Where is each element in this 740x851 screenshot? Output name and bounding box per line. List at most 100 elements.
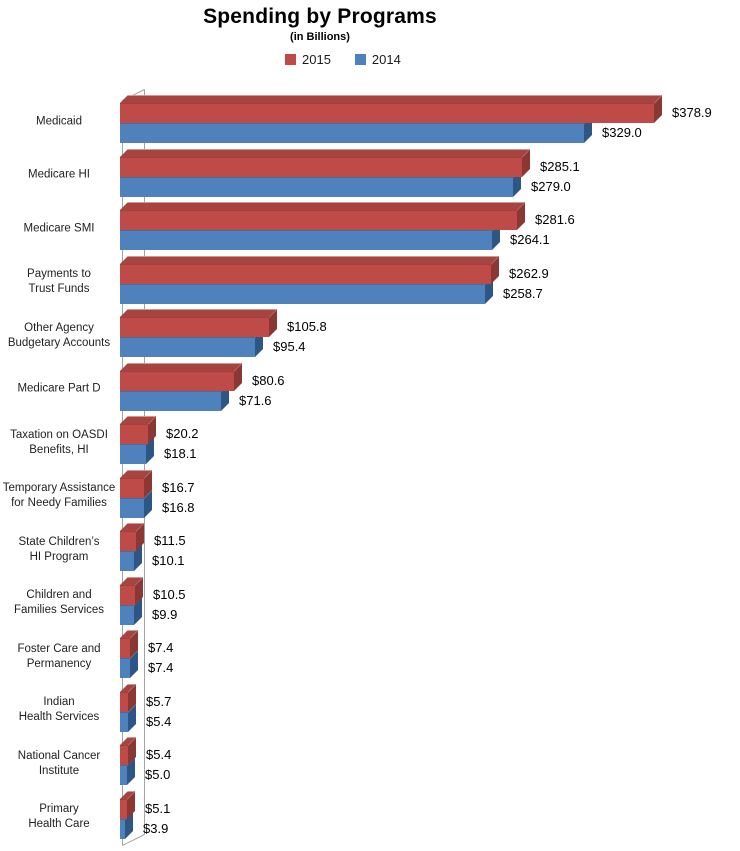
bar-front-face [120, 424, 148, 444]
bar-front-face [120, 317, 269, 337]
value-label-2015: $7.4 [148, 640, 174, 655]
bar-front-face [120, 176, 513, 197]
bar-top-face [120, 362, 242, 371]
bar-front-face [120, 123, 584, 143]
chart-row: Payments to Trust Funds $262.9 $258.7 [0, 255, 740, 310]
value-label-2014: $18.1 [164, 446, 197, 461]
bar-front-face [120, 531, 136, 551]
category-label: Medicare Part D [17, 382, 101, 395]
value-label-2015: $5.4 [146, 747, 172, 762]
bar-front-face [120, 584, 135, 605]
bar-front-face [120, 745, 128, 765]
value-label-2014: $95.4 [273, 339, 306, 354]
bar-front-face [120, 370, 234, 391]
bar-front-face [120, 156, 522, 177]
chart-subtitle: (in Billions) [290, 31, 350, 43]
value-label-2014: $16.8 [162, 499, 195, 515]
bar-front-face [120, 230, 492, 250]
chart-row: Primary Health Care $5.1 $3.9 [0, 790, 740, 845]
value-label-2014: $3.9 [143, 820, 169, 836]
bar-front-face [120, 604, 134, 625]
legend-swatch-2014 [354, 54, 366, 65]
bar-top-face [120, 95, 662, 103]
bar-front-face [120, 765, 127, 785]
chart-row: Temporary Assistance for Needy Families $… [0, 469, 740, 524]
bar-top-face [120, 309, 277, 317]
value-label-2015: $11.5 [154, 533, 186, 548]
value-label-2015: $5.1 [145, 800, 171, 816]
category-label: State Children’s HI Program [18, 535, 100, 563]
chart-row: State Children’s HI Program $11.5 $10.1 [0, 523, 740, 577]
value-label-2015: $285.1 [540, 158, 580, 174]
bar-front-face [120, 477, 144, 498]
bar-front-face [120, 658, 130, 678]
value-label-2014: $258.7 [503, 285, 543, 301]
bar-top-face [120, 202, 525, 210]
category-label: Medicare SMI [23, 222, 95, 235]
chart-row: Indian Health Services $5.7 $5.4 [0, 683, 740, 738]
value-label-2015: $378.9 [672, 105, 712, 120]
value-label-2015: $20.2 [166, 426, 199, 441]
category-label: Children and Families Services [13, 589, 105, 617]
chart-row: Medicare Part D $80.6 $71.6 [0, 362, 740, 417]
legend-item-2015[interactable]: 2015 [285, 52, 331, 67]
value-label-2014: $329.0 [602, 125, 642, 140]
value-label-2015: $262.9 [509, 265, 549, 281]
chart-row: Foster Care and Permanency $7.4 $7.4 [0, 630, 740, 684]
category-label: Foster Care and Permanency [17, 642, 101, 670]
value-label-2015: $5.7 [146, 693, 172, 709]
value-label-2014: $10.1 [152, 553, 185, 568]
category-label: Taxation on OASDI Benefits, HI [10, 428, 108, 456]
bar-front-face [120, 444, 146, 464]
chart-row: Children and Families Services $10.5 $9.9 [0, 576, 740, 631]
legend-item-2014[interactable]: 2014 [354, 52, 401, 67]
bar-front-face [120, 497, 144, 518]
category-label: Other Agency Budgetary Accounts [7, 321, 111, 349]
bar-front-face [120, 283, 485, 304]
legend-label-2014: 2014 [371, 52, 401, 67]
chart-row: Medicare SMI $281.6 $264.1 [0, 202, 740, 256]
category-label: Medicare HI [28, 168, 90, 181]
category-label: Indian Health Services [18, 696, 100, 724]
category-label: Payments to Trust Funds [27, 268, 91, 296]
chart-row: Other Agency Budgetary Accounts $105.8 $95… [0, 309, 740, 363]
bar-front-face [120, 390, 221, 411]
bar-top-face [120, 255, 499, 264]
chart-row: Medicaid $378.9 $329.0 [0, 95, 740, 149]
bar-front-face [120, 551, 134, 571]
legend: 2015 2014 [285, 52, 401, 67]
chart-row: National Cancer Institute $5.4 $5.0 [0, 737, 740, 791]
bar-front-face [120, 103, 654, 123]
value-label-2015: $281.6 [535, 212, 575, 227]
value-label-2015: $10.5 [153, 586, 186, 602]
value-label-2014: $5.0 [145, 767, 171, 782]
bar-front-face [120, 711, 128, 732]
category-label: National Cancer Institute [17, 749, 101, 777]
bar-front-face [120, 638, 130, 658]
category-label: Primary Health Care [28, 803, 90, 831]
value-label-2014: $264.1 [510, 232, 550, 247]
category-label: Temporary Assistance for Needy Families [2, 482, 116, 510]
chart-title: Spending by Programs [203, 5, 437, 28]
plot-area: Medicaid $378.9 $329.0 Medicare HI $285.1 $27… [0, 95, 740, 844]
bar-top-face [120, 148, 530, 157]
chart-row: Medicare HI $285.1 $279.0 [0, 148, 740, 203]
category-label: Medicaid [35, 115, 83, 128]
chart-row: Taxation on OASDI Benefits, HI $20.2 $18.1 [0, 416, 740, 470]
value-label-2015: $16.7 [162, 479, 195, 495]
value-label-2014: $279.0 [531, 178, 571, 194]
value-label-2014: $7.4 [148, 660, 174, 675]
bar-front-face [120, 337, 255, 357]
bar-front-face [120, 818, 125, 839]
bar-front-face [120, 798, 127, 819]
value-label-2014: $5.4 [146, 713, 172, 729]
legend-label-2015: 2015 [302, 52, 331, 67]
value-label-2015: $105.8 [287, 319, 327, 334]
value-label-2014: $71.6 [239, 392, 272, 408]
value-label-2015: $80.6 [252, 372, 285, 388]
bar-front-face [120, 210, 517, 230]
bar-front-face [120, 263, 491, 284]
legend-swatch-2015 [285, 54, 296, 65]
value-label-2014: $9.9 [152, 606, 178, 622]
